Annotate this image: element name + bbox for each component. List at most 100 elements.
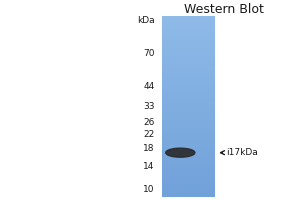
Bar bbox=[162, 113, 215, 114]
Bar bbox=[162, 88, 215, 90]
Bar bbox=[162, 115, 215, 116]
Bar bbox=[162, 139, 215, 140]
Bar bbox=[162, 22, 215, 23]
Bar bbox=[162, 116, 215, 117]
Text: 70: 70 bbox=[143, 49, 154, 58]
Bar bbox=[162, 64, 215, 65]
Bar bbox=[162, 181, 215, 183]
Bar bbox=[162, 44, 215, 45]
Bar bbox=[162, 27, 215, 28]
Bar bbox=[162, 35, 215, 36]
Bar bbox=[162, 94, 215, 96]
Bar bbox=[162, 73, 215, 74]
Bar bbox=[162, 126, 215, 127]
Bar bbox=[162, 87, 215, 88]
Bar bbox=[162, 180, 215, 181]
Bar bbox=[162, 195, 215, 196]
Bar bbox=[162, 173, 215, 174]
Bar bbox=[162, 144, 215, 145]
Bar bbox=[162, 90, 215, 91]
Bar bbox=[162, 58, 215, 59]
Bar bbox=[162, 56, 215, 57]
Bar bbox=[162, 143, 215, 144]
Bar bbox=[162, 62, 215, 63]
Bar bbox=[162, 183, 215, 184]
Bar bbox=[162, 185, 215, 186]
Bar bbox=[162, 184, 215, 185]
Bar bbox=[162, 42, 215, 44]
Bar bbox=[162, 190, 215, 191]
Bar bbox=[162, 148, 215, 149]
Bar bbox=[162, 163, 215, 165]
Bar bbox=[162, 105, 215, 106]
Bar bbox=[162, 140, 215, 142]
Text: 22: 22 bbox=[143, 130, 154, 139]
Bar bbox=[162, 155, 215, 156]
Bar bbox=[162, 175, 215, 177]
Bar bbox=[162, 131, 215, 132]
Bar bbox=[162, 169, 215, 171]
Bar bbox=[162, 30, 215, 32]
Bar bbox=[162, 81, 215, 82]
Bar bbox=[162, 96, 215, 97]
Bar bbox=[162, 168, 215, 169]
Bar bbox=[162, 76, 215, 77]
Bar bbox=[162, 84, 215, 85]
Bar bbox=[162, 136, 215, 137]
Bar bbox=[162, 191, 215, 192]
Bar bbox=[162, 16, 215, 17]
Bar bbox=[162, 189, 215, 190]
Bar bbox=[162, 46, 215, 47]
Bar bbox=[162, 119, 215, 120]
Bar bbox=[162, 28, 215, 29]
Bar bbox=[162, 157, 215, 159]
Bar bbox=[162, 48, 215, 50]
Text: 14: 14 bbox=[143, 162, 154, 171]
Bar bbox=[162, 91, 215, 92]
Bar bbox=[162, 111, 215, 113]
Bar bbox=[162, 74, 215, 75]
Bar bbox=[162, 149, 215, 150]
Bar bbox=[162, 97, 215, 98]
Bar bbox=[162, 188, 215, 189]
Bar bbox=[162, 57, 215, 58]
Bar bbox=[162, 103, 215, 104]
Bar bbox=[162, 108, 215, 109]
Bar bbox=[162, 79, 215, 80]
Bar bbox=[162, 86, 215, 87]
Bar bbox=[162, 179, 215, 180]
Bar bbox=[162, 137, 215, 138]
Bar bbox=[162, 114, 215, 115]
Bar bbox=[162, 100, 215, 102]
Bar bbox=[162, 146, 215, 148]
Bar bbox=[162, 99, 215, 100]
Bar bbox=[162, 165, 215, 166]
Bar bbox=[162, 174, 215, 175]
Bar bbox=[162, 82, 215, 84]
Text: 18: 18 bbox=[143, 144, 154, 153]
Bar bbox=[162, 24, 215, 25]
Bar bbox=[162, 133, 215, 134]
Bar bbox=[162, 39, 215, 40]
Bar bbox=[162, 150, 215, 151]
Bar bbox=[162, 178, 215, 179]
Text: ⅰ17kDa: ⅰ17kDa bbox=[226, 148, 258, 157]
Bar bbox=[162, 32, 215, 33]
Bar bbox=[162, 152, 215, 154]
Bar bbox=[162, 166, 215, 167]
Bar bbox=[162, 25, 215, 27]
Text: kDa: kDa bbox=[137, 16, 154, 25]
Bar bbox=[162, 156, 215, 157]
Bar bbox=[162, 33, 215, 34]
Bar bbox=[162, 65, 215, 67]
Bar bbox=[162, 59, 215, 61]
Bar bbox=[162, 171, 215, 172]
Bar bbox=[162, 194, 215, 195]
Bar bbox=[162, 45, 215, 46]
Bar bbox=[162, 123, 215, 125]
Bar bbox=[162, 51, 215, 52]
Bar bbox=[162, 186, 215, 188]
Bar bbox=[162, 77, 215, 79]
Bar bbox=[162, 18, 215, 19]
Bar bbox=[162, 80, 215, 81]
